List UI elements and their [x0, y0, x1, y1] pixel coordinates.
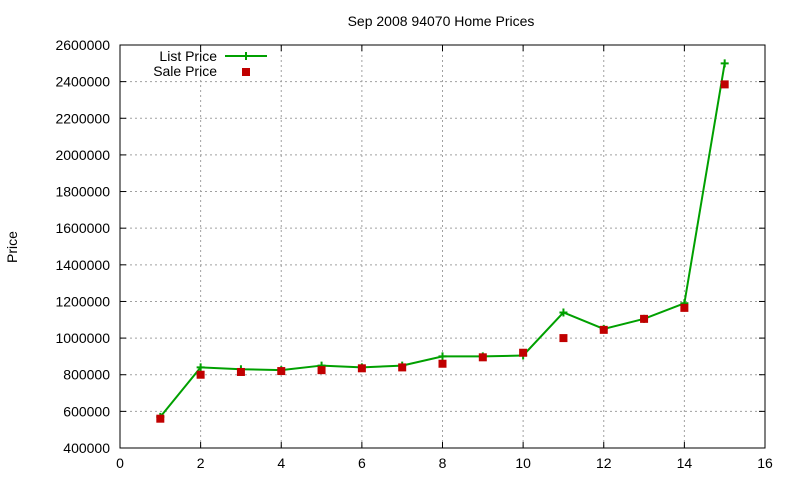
series-layer — [156, 59, 729, 423]
legend-label-list-price: List Price — [159, 48, 217, 64]
y-tick-label: 400000 — [63, 440, 110, 456]
list-price-point — [720, 59, 729, 68]
list-price-point — [196, 363, 205, 372]
x-tick-label: 8 — [439, 455, 447, 471]
grid — [120, 45, 765, 448]
legend-label-sale-price: Sale Price — [153, 63, 217, 79]
y-tick-label: 2200000 — [55, 110, 110, 126]
sale-price-point — [559, 334, 568, 343]
sale-price-point — [156, 414, 165, 423]
chart-title: Sep 2008 94070 Home Prices — [348, 13, 535, 29]
x-tick-label: 0 — [116, 455, 124, 471]
x-tick-label: 6 — [358, 455, 366, 471]
x-tick-label: 2 — [197, 455, 205, 471]
y-tick-label: 2000000 — [55, 147, 110, 163]
y-tick-label: 2600000 — [55, 37, 110, 53]
sale-price-point — [640, 314, 649, 323]
list-price-point — [438, 352, 447, 361]
sale-price-point — [398, 363, 407, 372]
y-tick-label: 1400000 — [55, 257, 110, 273]
x-tick-label: 12 — [596, 455, 612, 471]
sale-price-point — [519, 348, 528, 357]
sale-price-point — [236, 367, 245, 376]
sale-price-point — [680, 303, 689, 312]
y-tick-label: 600000 — [63, 403, 110, 419]
y-tick-label: 1600000 — [55, 220, 110, 236]
tick-labels: 0 2 4 6 8 10 12 14 16 400000 600000 800000 1000000 12… — [55, 37, 773, 471]
legend-marker-list-price — [242, 52, 250, 60]
y-axis-label: Price — [4, 231, 20, 263]
sale-price-point — [196, 370, 205, 379]
y-tick-label: 1000000 — [55, 330, 110, 346]
legend-marker-sale-price — [242, 68, 250, 76]
y-tick-label: 1800000 — [55, 184, 110, 200]
list-price-point — [559, 308, 568, 317]
y-tick-label: 2400000 — [55, 74, 110, 90]
sale-price-point — [599, 325, 608, 334]
sale-price-point — [357, 364, 366, 373]
y-tick-label: 800000 — [63, 367, 110, 383]
x-tick-label: 10 — [515, 455, 531, 471]
x-tick-label: 14 — [677, 455, 693, 471]
sale-price-point — [478, 353, 487, 362]
sale-price-point — [438, 359, 447, 368]
axes — [119, 44, 766, 449]
y-tick-label: 1200000 — [55, 293, 110, 309]
sale-price-point — [720, 80, 729, 89]
sale-price-point — [277, 367, 286, 376]
x-tick-label: 4 — [277, 455, 285, 471]
sale-price-point — [317, 366, 326, 375]
x-tick-label: 16 — [757, 455, 773, 471]
